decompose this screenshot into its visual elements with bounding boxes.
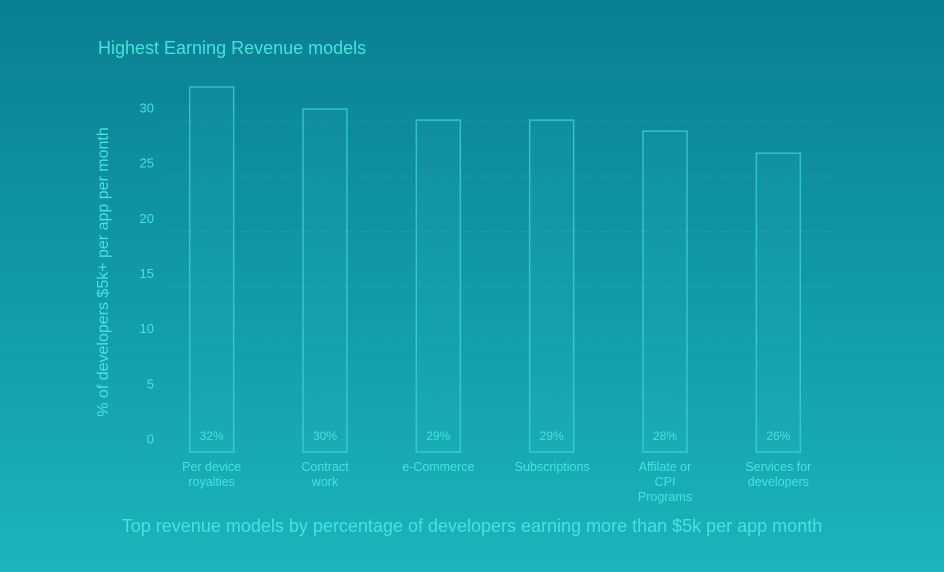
bar	[755, 152, 802, 453]
data-label: 28%	[653, 429, 677, 443]
data-label: 32%	[200, 429, 224, 443]
chart-subtitle: Top revenue models by percentage of deve…	[122, 516, 822, 536]
bar	[302, 108, 348, 453]
y-tick-label: 10	[140, 321, 154, 336]
y-axis-label: % of developers $5k+ per app per month	[95, 127, 112, 417]
x-tick-label: Contract work	[301, 460, 349, 489]
bar	[415, 119, 462, 453]
data-label: 26%	[766, 429, 790, 443]
data-label: 30%	[313, 429, 337, 443]
data-label: 29%	[540, 429, 564, 443]
y-tick-label: 5	[147, 376, 154, 391]
data-label: 29%	[426, 429, 450, 443]
bar	[188, 86, 235, 453]
y-tick-label: 30	[140, 101, 154, 116]
x-tick-label: Affilate or CPI Programs	[637, 460, 693, 504]
x-tick-label: Services for developers	[745, 460, 812, 489]
bar	[528, 119, 575, 453]
y-tick-label: 0	[147, 431, 154, 446]
y-tick-label: 25	[140, 156, 154, 171]
x-tick-label: e-Commerce	[402, 460, 475, 474]
y-tick-label: 15	[140, 266, 154, 281]
bar	[642, 130, 688, 453]
x-tick-label: Per device royalties	[182, 460, 242, 489]
x-tick-label: Subscriptions	[514, 460, 590, 474]
chart-title: Highest Earning Revenue models	[98, 38, 366, 58]
y-tick-label: 20	[140, 211, 154, 226]
